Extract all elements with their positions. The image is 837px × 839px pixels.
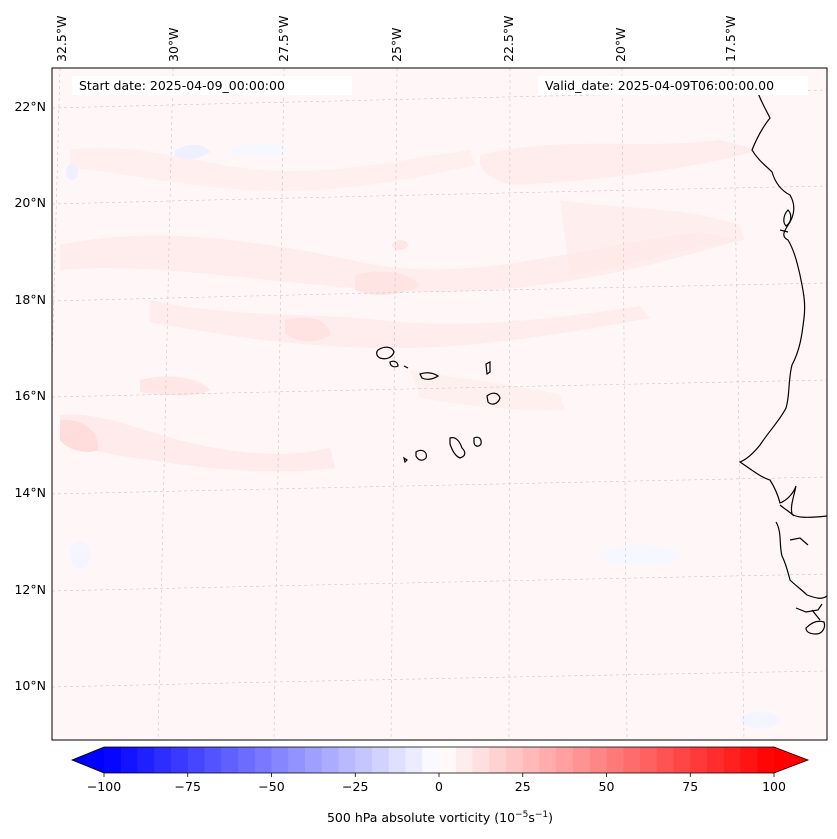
colorbar-segment bbox=[606, 747, 624, 773]
colorbar-segment bbox=[506, 747, 524, 773]
colorbar-extend-high bbox=[774, 747, 808, 773]
lat-labels: 22°N 20°N 18°N 16°N 14°N 12°N 10°N bbox=[14, 99, 46, 693]
lat-label: 14°N bbox=[14, 485, 46, 500]
colorbar-segment bbox=[757, 747, 775, 773]
colorbar-tick-label: 0 bbox=[435, 779, 443, 794]
valid-date-label: Valid_date: 2025-04-09T06:00:00.00 bbox=[545, 78, 774, 93]
lon-label: 25°W bbox=[389, 27, 404, 62]
lat-label: 18°N bbox=[14, 292, 46, 307]
vorticity-field bbox=[52, 68, 827, 740]
colorbar-segment bbox=[623, 747, 641, 773]
lat-label: 10°N bbox=[14, 678, 46, 693]
colorbar-segment bbox=[104, 747, 122, 773]
colorbar-tick-label: −50 bbox=[258, 779, 284, 794]
colorbar-segment bbox=[355, 747, 373, 773]
colorbar-ticks: −100 −75 −50 −25 0 25 50 75 100 bbox=[87, 773, 786, 794]
colorbar-segment bbox=[589, 747, 607, 773]
colorbar-segment bbox=[707, 747, 725, 773]
colorbar-segment bbox=[439, 747, 457, 773]
colorbar-segment bbox=[137, 747, 155, 773]
gridlines bbox=[52, 68, 827, 740]
colorbar-tick-label: 50 bbox=[599, 779, 615, 794]
colorbar-segment bbox=[372, 747, 390, 773]
lat-label: 12°N bbox=[14, 582, 46, 597]
colorbar-segment bbox=[187, 747, 205, 773]
colorbar-segment bbox=[573, 747, 591, 773]
lon-label: 17.5°W bbox=[723, 16, 738, 62]
colorbar-segment bbox=[388, 747, 406, 773]
coastline bbox=[738, 84, 827, 635]
lat-label: 16°N bbox=[14, 388, 46, 403]
colorbar-segment bbox=[254, 747, 272, 773]
africa-coastline bbox=[738, 84, 827, 518]
colorbar-segment bbox=[723, 747, 741, 773]
colorbar-segment bbox=[288, 747, 306, 773]
colorbar-tick-label: −100 bbox=[87, 779, 121, 794]
lon-labels: 32.5°W 30°W 27.5°W 25°W 22.5°W 20°W 17.5… bbox=[54, 16, 738, 62]
colorbar-segment bbox=[171, 747, 189, 773]
colorbar-segment bbox=[522, 747, 540, 773]
santiago bbox=[449, 437, 466, 459]
map-frame bbox=[51, 67, 828, 741]
colorbar-segment bbox=[204, 747, 222, 773]
colorbar-segment bbox=[690, 747, 708, 773]
colorbar-tick-label: 75 bbox=[682, 779, 698, 794]
colorbar-segment bbox=[120, 747, 138, 773]
colorbar-segment bbox=[271, 747, 289, 773]
lon-label: 20°W bbox=[613, 27, 628, 62]
colorbar-segment bbox=[656, 747, 674, 773]
colorbar-tick-label: 100 bbox=[762, 779, 786, 794]
colorbar-segment bbox=[338, 747, 356, 773]
lon-label: 27.5°W bbox=[276, 16, 291, 62]
colorbar-segment bbox=[539, 747, 557, 773]
lat-label: 20°N bbox=[14, 195, 46, 210]
colorbar bbox=[70, 746, 810, 774]
colorbar-segment bbox=[455, 747, 473, 773]
lon-label: 32.5°W bbox=[54, 16, 69, 62]
colorbar-label: 500 hPa absolute vorticity (10−5s−1) bbox=[327, 810, 553, 825]
colorbar-segment bbox=[305, 747, 323, 773]
colorbar-segment bbox=[472, 747, 490, 773]
colorbar-segment bbox=[556, 747, 574, 773]
colorbar-extend-low bbox=[72, 747, 104, 773]
lon-label: 30°W bbox=[166, 27, 181, 62]
cape-verde-islands bbox=[376, 346, 501, 464]
colorbar-tick-label: 25 bbox=[515, 779, 531, 794]
colorbar-segment bbox=[154, 747, 172, 773]
colorbar-segment bbox=[673, 747, 691, 773]
colorbar-segment bbox=[740, 747, 758, 773]
lon-label: 22.5°W bbox=[501, 16, 516, 62]
colorbar-segment bbox=[405, 747, 423, 773]
start-date-label: Start date: 2025-04-09_00:00:00 bbox=[79, 78, 285, 93]
colorbar-segment bbox=[422, 747, 440, 773]
lat-label: 22°N bbox=[14, 99, 46, 114]
colorbar-segment bbox=[489, 747, 507, 773]
colorbar-segment bbox=[321, 747, 339, 773]
santo-antao bbox=[376, 346, 395, 360]
colorbar-segment bbox=[640, 747, 658, 773]
colorbar-tick-label: −75 bbox=[175, 779, 201, 794]
colorbar-tick-label: −25 bbox=[342, 779, 368, 794]
colorbar-segment bbox=[238, 747, 256, 773]
colorbar-segment bbox=[221, 747, 239, 773]
